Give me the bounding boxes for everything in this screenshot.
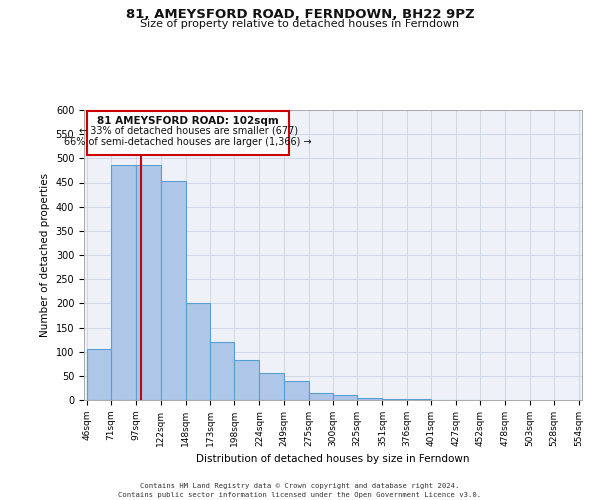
Text: 66% of semi-detached houses are larger (1,366) →: 66% of semi-detached houses are larger (… bbox=[64, 136, 312, 146]
Text: Size of property relative to detached houses in Ferndown: Size of property relative to detached ho… bbox=[140, 19, 460, 29]
FancyBboxPatch shape bbox=[87, 112, 289, 155]
Bar bbox=[407, 399, 431, 400]
Text: 81, AMEYSFORD ROAD, FERNDOWN, BH22 9PZ: 81, AMEYSFORD ROAD, FERNDOWN, BH22 9PZ bbox=[125, 8, 475, 20]
Bar bbox=[357, 398, 382, 400]
Bar bbox=[111, 164, 136, 400]
Bar bbox=[333, 395, 357, 400]
Bar bbox=[186, 304, 210, 400]
Bar bbox=[136, 164, 161, 400]
Text: ← 33% of detached houses are smaller (677): ← 33% of detached houses are smaller (67… bbox=[79, 126, 298, 136]
Bar bbox=[259, 374, 284, 400]
Bar bbox=[210, 342, 234, 400]
Text: Contains HM Land Registry data © Crown copyright and database right 2024.
Contai: Contains HM Land Registry data © Crown c… bbox=[118, 483, 482, 498]
Bar bbox=[284, 380, 309, 400]
X-axis label: Distribution of detached houses by size in Ferndown: Distribution of detached houses by size … bbox=[196, 454, 470, 464]
Bar bbox=[87, 349, 111, 400]
Text: 81 AMEYSFORD ROAD: 102sqm: 81 AMEYSFORD ROAD: 102sqm bbox=[97, 116, 279, 126]
Bar bbox=[161, 181, 186, 400]
Bar bbox=[382, 398, 407, 400]
Bar bbox=[234, 360, 259, 400]
Bar bbox=[309, 393, 333, 400]
Y-axis label: Number of detached properties: Number of detached properties bbox=[40, 173, 50, 337]
